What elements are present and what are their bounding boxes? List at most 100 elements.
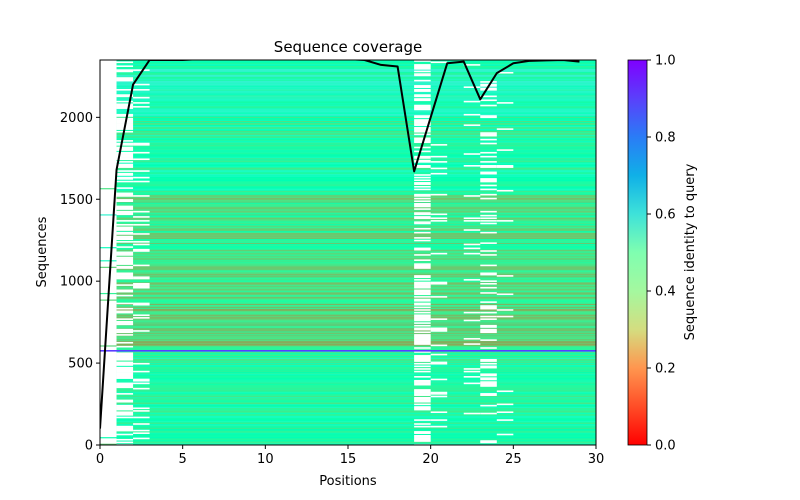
identity-row (116, 335, 596, 338)
gap-cell (414, 124, 431, 126)
gap-cell (480, 394, 497, 396)
gap-cell (116, 115, 134, 117)
identity-row (116, 193, 596, 195)
identity-row (116, 280, 596, 283)
gap-cell (496, 166, 514, 168)
gap-cell (463, 252, 481, 255)
gap-cell (480, 133, 497, 136)
gap-cell (116, 318, 134, 320)
gap-cell (116, 100, 134, 103)
gap-cell (116, 146, 134, 149)
gap-cell (116, 154, 134, 157)
gap-cell (496, 165, 514, 167)
identity-row (116, 437, 596, 439)
identity-row (116, 73, 596, 75)
gap-cell (133, 282, 150, 285)
gap-cell (414, 431, 431, 433)
identity-row (116, 147, 596, 149)
gap-cell (133, 437, 150, 440)
gap-cell (414, 119, 431, 121)
gap-cell (116, 79, 134, 82)
identity-row (116, 62, 596, 65)
identity-row (116, 115, 596, 118)
identity-row (116, 105, 596, 108)
identity-row (116, 150, 596, 152)
identity-row (116, 205, 596, 207)
identity-row (116, 133, 596, 135)
identity-row (116, 374, 596, 376)
gap-cell (116, 200, 134, 203)
identity-row (116, 363, 596, 365)
gap-cell (480, 87, 497, 90)
identity-row (116, 407, 596, 410)
gap-cell (414, 106, 431, 108)
identity-row (116, 402, 596, 405)
gap-cell (116, 176, 134, 179)
identity-row (116, 413, 596, 415)
gap-cell (414, 85, 431, 87)
gap-cell (430, 361, 448, 364)
gap-cell (414, 399, 431, 402)
identity-row (116, 111, 596, 114)
gap-cell (116, 106, 134, 108)
identity-row (116, 258, 596, 260)
gap-cell (414, 264, 431, 267)
gap-cell (414, 231, 431, 234)
identity-row (116, 353, 596, 355)
gap-cell (116, 163, 134, 166)
identity-row (116, 275, 596, 278)
gap-cell (116, 77, 134, 79)
y-axis-title: Sequences (35, 216, 50, 287)
identity-row (116, 298, 596, 300)
gap-cell (414, 396, 431, 399)
identity-row (116, 399, 596, 402)
chart-title: Sequence coverage (274, 38, 422, 56)
gap-cell (430, 217, 448, 220)
identity-row (116, 64, 596, 66)
identity-row (116, 340, 596, 343)
gap-cell (480, 197, 497, 200)
gap-cell (430, 353, 448, 356)
gap-cell (480, 383, 497, 386)
gap-cell (480, 254, 497, 256)
gap-cell (116, 275, 134, 277)
identity-row (116, 174, 596, 177)
identity-row (116, 200, 596, 202)
gap-cell (414, 120, 431, 123)
gap-cell (116, 310, 134, 313)
gap-cell (480, 331, 497, 334)
identity-row (116, 229, 596, 232)
gap-cell (133, 264, 150, 267)
identity-row (116, 112, 596, 115)
gap-cell (116, 377, 134, 379)
identity-row (116, 303, 596, 305)
identity-row (116, 435, 596, 437)
identity-row (116, 173, 596, 176)
identity-row (116, 98, 596, 101)
gap-cell (414, 90, 431, 92)
identity-row (116, 132, 596, 134)
identity-row (116, 287, 596, 290)
identity-row (116, 87, 596, 89)
identity-row (116, 284, 596, 287)
identity-row (116, 236, 596, 239)
identity-row (116, 290, 596, 293)
identity-row (116, 141, 596, 143)
gap-cell (116, 353, 134, 356)
identity-row (116, 311, 596, 313)
gap-cell (430, 61, 448, 64)
gap-cell (430, 252, 448, 255)
identity-row (116, 343, 596, 346)
gap-cell (414, 64, 431, 66)
gap-cell (116, 61, 134, 64)
identity-row (116, 323, 596, 325)
identity-row (116, 104, 596, 107)
gap-cell (430, 220, 448, 222)
identity-row (116, 341, 596, 344)
identity-row (116, 416, 596, 418)
identity-row (116, 320, 596, 322)
identity-row (116, 403, 596, 406)
gap-cell (116, 366, 134, 369)
gap-cell (414, 70, 431, 73)
identity-row (116, 110, 596, 113)
